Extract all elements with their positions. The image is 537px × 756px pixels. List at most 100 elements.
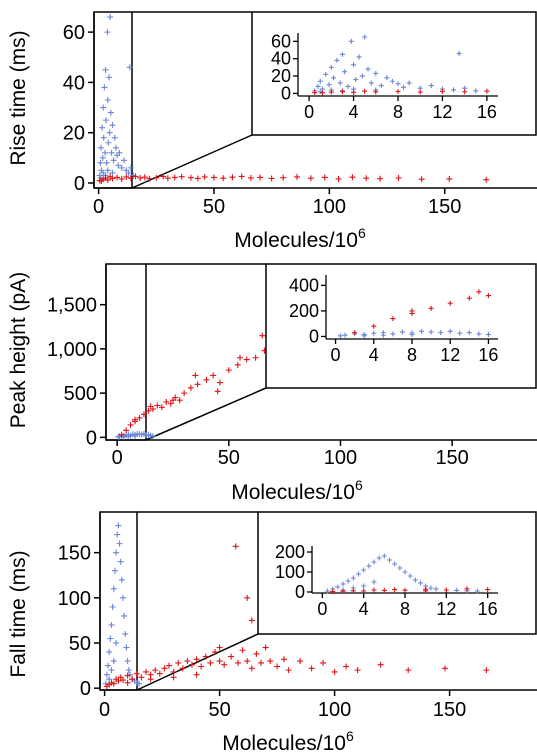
- fall-time-point-red: [267, 658, 274, 665]
- fall-time-point-red: [175, 659, 182, 666]
- peak-height-inset-point-blue: [476, 331, 482, 337]
- peak-height-y-tick-label: 1,000: [47, 339, 97, 361]
- fall-time-inset-x-tick-label: 8: [400, 599, 410, 619]
- peak-height-zoom-connector-bottom: [145, 387, 267, 441]
- rise-time-point-red: [194, 175, 201, 182]
- fall-time-inset-point-blue: [371, 579, 377, 585]
- peak-height-point-red: [140, 411, 147, 418]
- rise-time-inset-point-blue: [389, 78, 395, 84]
- fall-time-point-red: [170, 668, 177, 675]
- rise-time-inset-point-blue: [384, 75, 390, 81]
- rise-time-point-blue: [100, 134, 107, 141]
- rise-time-point-blue: [105, 139, 112, 146]
- rise-time-point-blue: [116, 149, 123, 156]
- rise-time-point-red: [210, 174, 217, 181]
- fall-time-point-red: [124, 679, 131, 686]
- fall-time-inset-point-blue: [361, 567, 367, 573]
- rise-time-y-axis-title: Rise time (ms): [7, 30, 30, 165]
- fall-time-point-blue: [120, 594, 126, 601]
- rise-time-inset-point-blue: [328, 64, 334, 70]
- fall-time-point-red: [244, 658, 251, 665]
- rise-time-inset-point-blue: [401, 84, 407, 90]
- fall-time-x-axis-title-exponent: 6: [346, 728, 354, 744]
- peak-height-point-red: [176, 397, 183, 404]
- peak-height-point-blue: [149, 433, 156, 440]
- rise-time-point-red: [446, 175, 453, 182]
- peak-height-inset-point-blue: [466, 330, 472, 336]
- rise-time-inset-point-blue: [334, 57, 340, 63]
- fall-time-inset-point-red: [464, 586, 470, 592]
- fall-time-point-red: [377, 661, 384, 668]
- rise-time-inset-point-blue: [428, 83, 434, 89]
- rise-time-inset-point-red: [362, 88, 368, 94]
- fall-time-inset-y-tick-label: 100: [275, 562, 305, 582]
- peak-height-y-tick-label: 1,500: [47, 295, 97, 317]
- fall-time-inset-point-blue: [376, 555, 382, 561]
- fall-time-inset-y-tick-label: 200: [275, 542, 305, 562]
- rise-time-inset-point-red: [339, 89, 345, 95]
- peak-height-inset-x-tick-label: 12: [440, 345, 460, 365]
- peak-height-inset-x-tick-label: 0: [331, 345, 341, 365]
- peak-height-point-red: [181, 390, 188, 397]
- fall-time-point-red: [228, 653, 235, 660]
- rise-time-point-red: [363, 175, 370, 182]
- fall-time-point-red: [248, 617, 255, 624]
- rise-time-point-blue: [108, 149, 115, 156]
- rise-time-inset-point-blue: [378, 83, 384, 89]
- peak-height-point-red: [145, 407, 152, 414]
- rise-time-point-blue: [107, 14, 114, 21]
- fall-time-point-red: [184, 658, 191, 665]
- fall-time-point-blue: [103, 671, 110, 678]
- rise-time-point-red: [187, 174, 194, 181]
- peak-height-y-axis-title: Peak height (pA): [7, 272, 30, 428]
- rise-time-inset-point-red: [328, 89, 334, 95]
- peak-height-inset-point-red: [447, 300, 453, 306]
- peak-height-inset-point-blue: [371, 330, 377, 336]
- rise-time-inset-point-blue: [315, 83, 321, 89]
- rise-time-inset-point-blue: [317, 78, 323, 84]
- peak-height-point-red: [167, 400, 174, 407]
- fall-time-point-red: [232, 543, 239, 550]
- peak-height-point-red: [225, 367, 232, 374]
- fall-time-point-red: [354, 667, 361, 674]
- rise-time-point-blue: [103, 159, 110, 166]
- peak-height-inset-point-red: [352, 330, 358, 336]
- peak-height-inset-y-tick-label: 400: [289, 275, 319, 295]
- fall-time-point-red: [212, 649, 218, 656]
- fall-time-x-tick-label: 50: [208, 699, 230, 721]
- fall-time-inset-point-blue: [402, 569, 408, 575]
- fall-time-point-red: [244, 594, 251, 601]
- rise-time-inset-point-blue: [345, 83, 351, 89]
- fall-time-point-red: [281, 656, 287, 663]
- rise-time-inset-point-blue: [351, 62, 357, 68]
- fall-time-point-blue: [113, 640, 120, 647]
- fall-time-inset-point-blue: [412, 577, 418, 583]
- fall-time-point-red: [343, 663, 350, 670]
- fall-time-inset-point-red: [423, 588, 429, 594]
- rise-time-point-red: [280, 174, 287, 181]
- peak-height-inset-point-red: [409, 310, 415, 316]
- peak-height-inset-point-red: [466, 295, 472, 301]
- peak-height-point-red: [187, 384, 194, 391]
- rise-time-y-tick-label: 60: [63, 22, 85, 44]
- rise-time-y-tick-label: 0: [74, 173, 85, 195]
- peak-height-inset-y-tick-label: 0: [309, 326, 319, 346]
- peak-height-x-tick-label: 100: [324, 447, 357, 469]
- peak-height-zoom-region: [105, 263, 147, 441]
- rise-time-point-red: [247, 174, 254, 181]
- peak-height-point-red: [216, 379, 223, 386]
- fall-time-x-axis-title: Molecules/106: [222, 728, 354, 755]
- fall-time-point-blue: [116, 540, 123, 547]
- peak-height-point-red: [136, 414, 143, 421]
- rise-time-inset-point-blue: [365, 66, 371, 72]
- rise-time-point-red: [109, 175, 116, 182]
- fall-time-point-red: [248, 665, 255, 672]
- peak-height-inset-point-blue: [337, 333, 343, 339]
- fall-time-point-blue: [102, 680, 109, 687]
- fall-time-inset-x-tick-label: 12: [436, 599, 456, 619]
- fall-time-point-blue: [111, 567, 118, 574]
- rise-time-point-blue: [102, 149, 109, 156]
- rise-time-point-blue: [118, 164, 125, 171]
- rise-time-inset-point-blue: [326, 82, 332, 88]
- peak-height-inset-point-red: [428, 305, 434, 311]
